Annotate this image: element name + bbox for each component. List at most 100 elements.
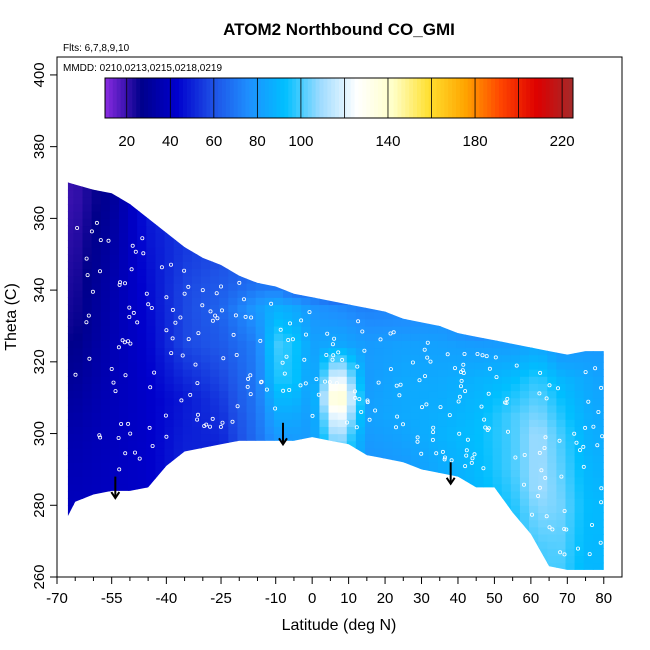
curtain-cell [592, 426, 603, 435]
curtain-cell [374, 447, 384, 456]
curtain-cell [583, 390, 594, 399]
curtain-cell [492, 347, 503, 356]
curtain-cell [574, 275, 585, 284]
curtain-cell [200, 361, 211, 370]
curtain-cell [355, 232, 366, 241]
curtain-cell [538, 361, 548, 370]
curtain-cell [118, 498, 129, 506]
curtain-cell [501, 304, 512, 313]
curtain-cell [510, 498, 521, 506]
curtain-cell [346, 533, 357, 542]
curtain-cell [228, 483, 239, 492]
curtain-cell [200, 533, 211, 542]
curtain-cell [237, 476, 248, 485]
curtain-cell [337, 204, 348, 212]
curtain-cell [574, 218, 585, 227]
sample-point [557, 438, 562, 443]
curtain-cell [155, 189, 166, 198]
sample-point [86, 313, 91, 318]
curtain-cell [237, 282, 248, 291]
curtain-cell [428, 490, 439, 499]
curtain-cell [82, 275, 93, 284]
curtain-cell [137, 533, 147, 542]
curtain-cell [273, 383, 284, 392]
curtain-cell [273, 541, 284, 549]
curtain-cell [501, 562, 512, 570]
curtain-cell [110, 570, 120, 578]
curtain-cell [474, 333, 485, 341]
curtain-cell [219, 562, 229, 570]
curtain-cell [237, 526, 248, 535]
curtain-cell [137, 376, 147, 384]
curtain-cell [392, 290, 403, 298]
curtain-cell [283, 426, 293, 435]
curtain-cell [401, 318, 412, 327]
curtain-cell [200, 290, 211, 298]
curtain-cell [319, 325, 330, 334]
curtain-cell [173, 390, 184, 399]
curtain-cell [301, 347, 311, 356]
curtain-cell [255, 548, 266, 557]
curtain-cell [155, 526, 166, 535]
curtain-cell [474, 570, 484, 578]
curtain-cell [392, 232, 403, 241]
curtain-cell [465, 541, 475, 549]
curtain-cell [355, 376, 366, 384]
curtain-cell [246, 512, 257, 521]
curtain-cell [556, 361, 567, 370]
colorbar-segment [459, 78, 465, 118]
sample-point [278, 327, 283, 332]
sample-point [556, 386, 561, 391]
curtain-cell [401, 397, 412, 406]
curtain-cell [100, 498, 111, 506]
curtain-cell [574, 526, 585, 535]
curtain-cell [283, 239, 293, 248]
curtain-cell [137, 304, 147, 313]
curtain-cell [501, 541, 512, 549]
curtain-cell [392, 440, 403, 449]
colorbar-segment [417, 78, 422, 118]
curtain-cell [447, 318, 457, 327]
curtain-cell [401, 483, 412, 492]
curtain-cell [355, 397, 366, 406]
curtain-cell [128, 361, 138, 370]
curtain-cell [292, 419, 302, 427]
curtain-cell [301, 433, 311, 442]
curtain-cell [146, 218, 157, 227]
curtain-cell [264, 311, 275, 320]
curtain-cell [474, 462, 485, 471]
curtain-cell [164, 225, 175, 234]
curtain-cell [228, 397, 239, 406]
curtain-cell [228, 204, 239, 212]
curtain-cell [556, 383, 567, 392]
curtain-cell [601, 490, 604, 499]
curtain-cell [173, 297, 184, 306]
curtain-cell [419, 268, 430, 277]
curtain-cell [164, 505, 175, 514]
curtain-cell [419, 440, 430, 449]
curtain-cell [465, 490, 475, 499]
curtain-cell [574, 354, 585, 363]
curtain-cell [191, 490, 202, 499]
colorbar-segment [202, 78, 207, 118]
curtain-cell [328, 433, 339, 442]
curtain-cell [210, 570, 220, 578]
curtain-cell [519, 297, 530, 306]
curtain-cell [574, 247, 585, 255]
curtain-cell [374, 282, 384, 291]
curtain-cell [483, 555, 494, 564]
curtain-cell [437, 325, 448, 334]
curtain-cell [392, 426, 403, 435]
curtain-cell [137, 462, 147, 471]
curtain-cell [109, 390, 120, 399]
sample-point [486, 391, 491, 396]
curtain-cell [337, 340, 348, 349]
curtain-cell [200, 275, 211, 284]
curtain-cell [410, 225, 421, 234]
curtain-cell [474, 390, 485, 399]
curtain-cell [510, 376, 521, 384]
colorbar-segment [475, 78, 480, 118]
curtain-cell [146, 541, 157, 549]
curtain-cell [182, 462, 193, 471]
x-tick-label: 80 [595, 590, 612, 607]
